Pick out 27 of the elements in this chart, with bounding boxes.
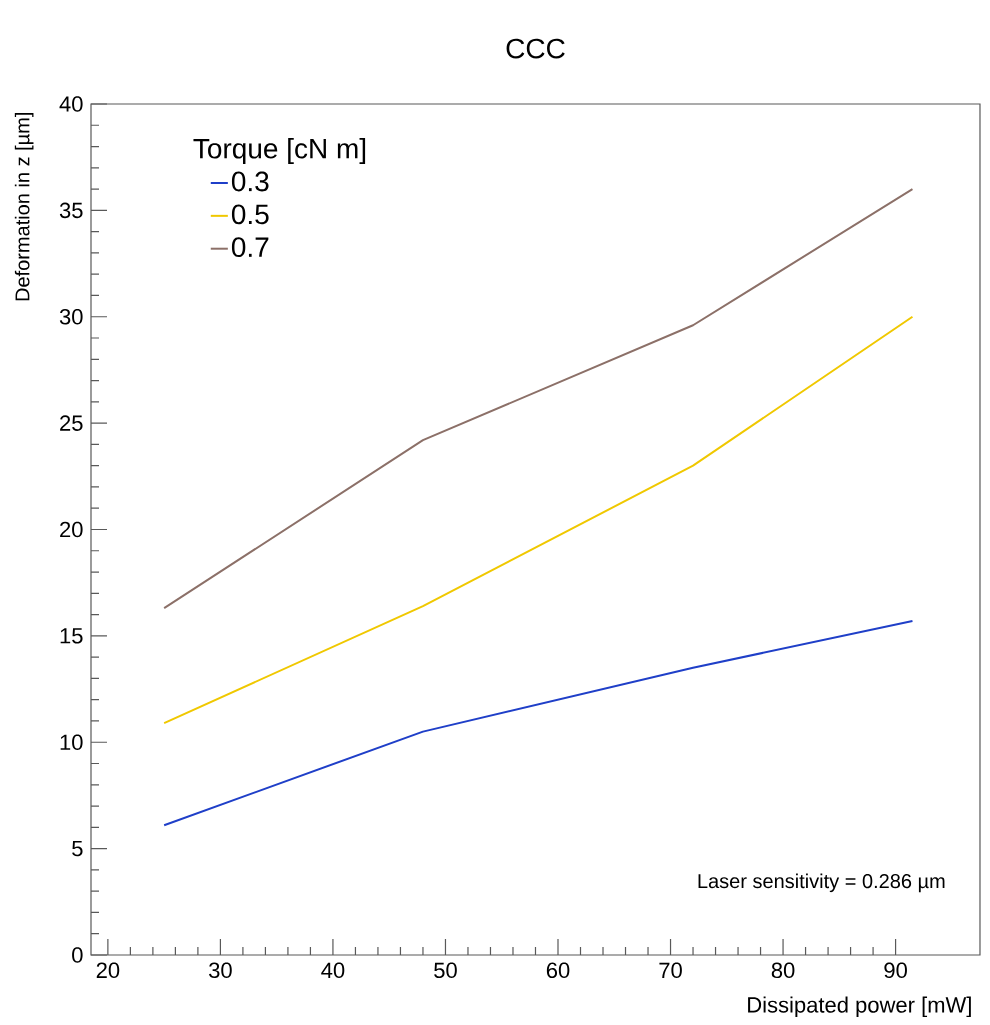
x-tick-label: 30 xyxy=(209,962,232,979)
y-axis-title: Deformation in z [µm] xyxy=(14,113,34,301)
chart-title: CCC xyxy=(506,38,565,59)
legend-label: 0.7 xyxy=(231,237,269,258)
x-tick-label: 70 xyxy=(659,962,682,979)
x-tick-label: 80 xyxy=(771,962,795,979)
x-tick-label: 50 xyxy=(434,962,457,979)
y-tick-label: 15 xyxy=(60,628,83,644)
y-tick-label: 10 xyxy=(60,734,83,751)
y-tick-label: 0 xyxy=(72,947,83,963)
x-tick-label: 90 xyxy=(884,962,907,979)
y-tick-label: 40 xyxy=(59,96,83,112)
legend-label: 0.5 xyxy=(231,204,269,225)
x-axis-title: Dissipated power [mW] xyxy=(748,996,971,1018)
y-tick-label: 20 xyxy=(60,521,83,538)
legend-label: 0.3 xyxy=(231,171,269,192)
x-tick-label: 60 xyxy=(546,962,570,979)
y-tick-label: 25 xyxy=(60,415,83,431)
annotation: Laser sensitivity = 0.286 µm xyxy=(698,873,945,893)
y-tick-label: 5 xyxy=(72,840,83,857)
legend-title: Torque [cN m] xyxy=(193,138,366,165)
line-series xyxy=(163,619,914,827)
y-tick-label: 30 xyxy=(59,308,83,325)
x-tick-label: 40 xyxy=(321,962,345,979)
y-tick-label: 35 xyxy=(59,202,83,219)
line-series xyxy=(163,315,914,725)
x-tick-label: 20 xyxy=(96,962,120,979)
